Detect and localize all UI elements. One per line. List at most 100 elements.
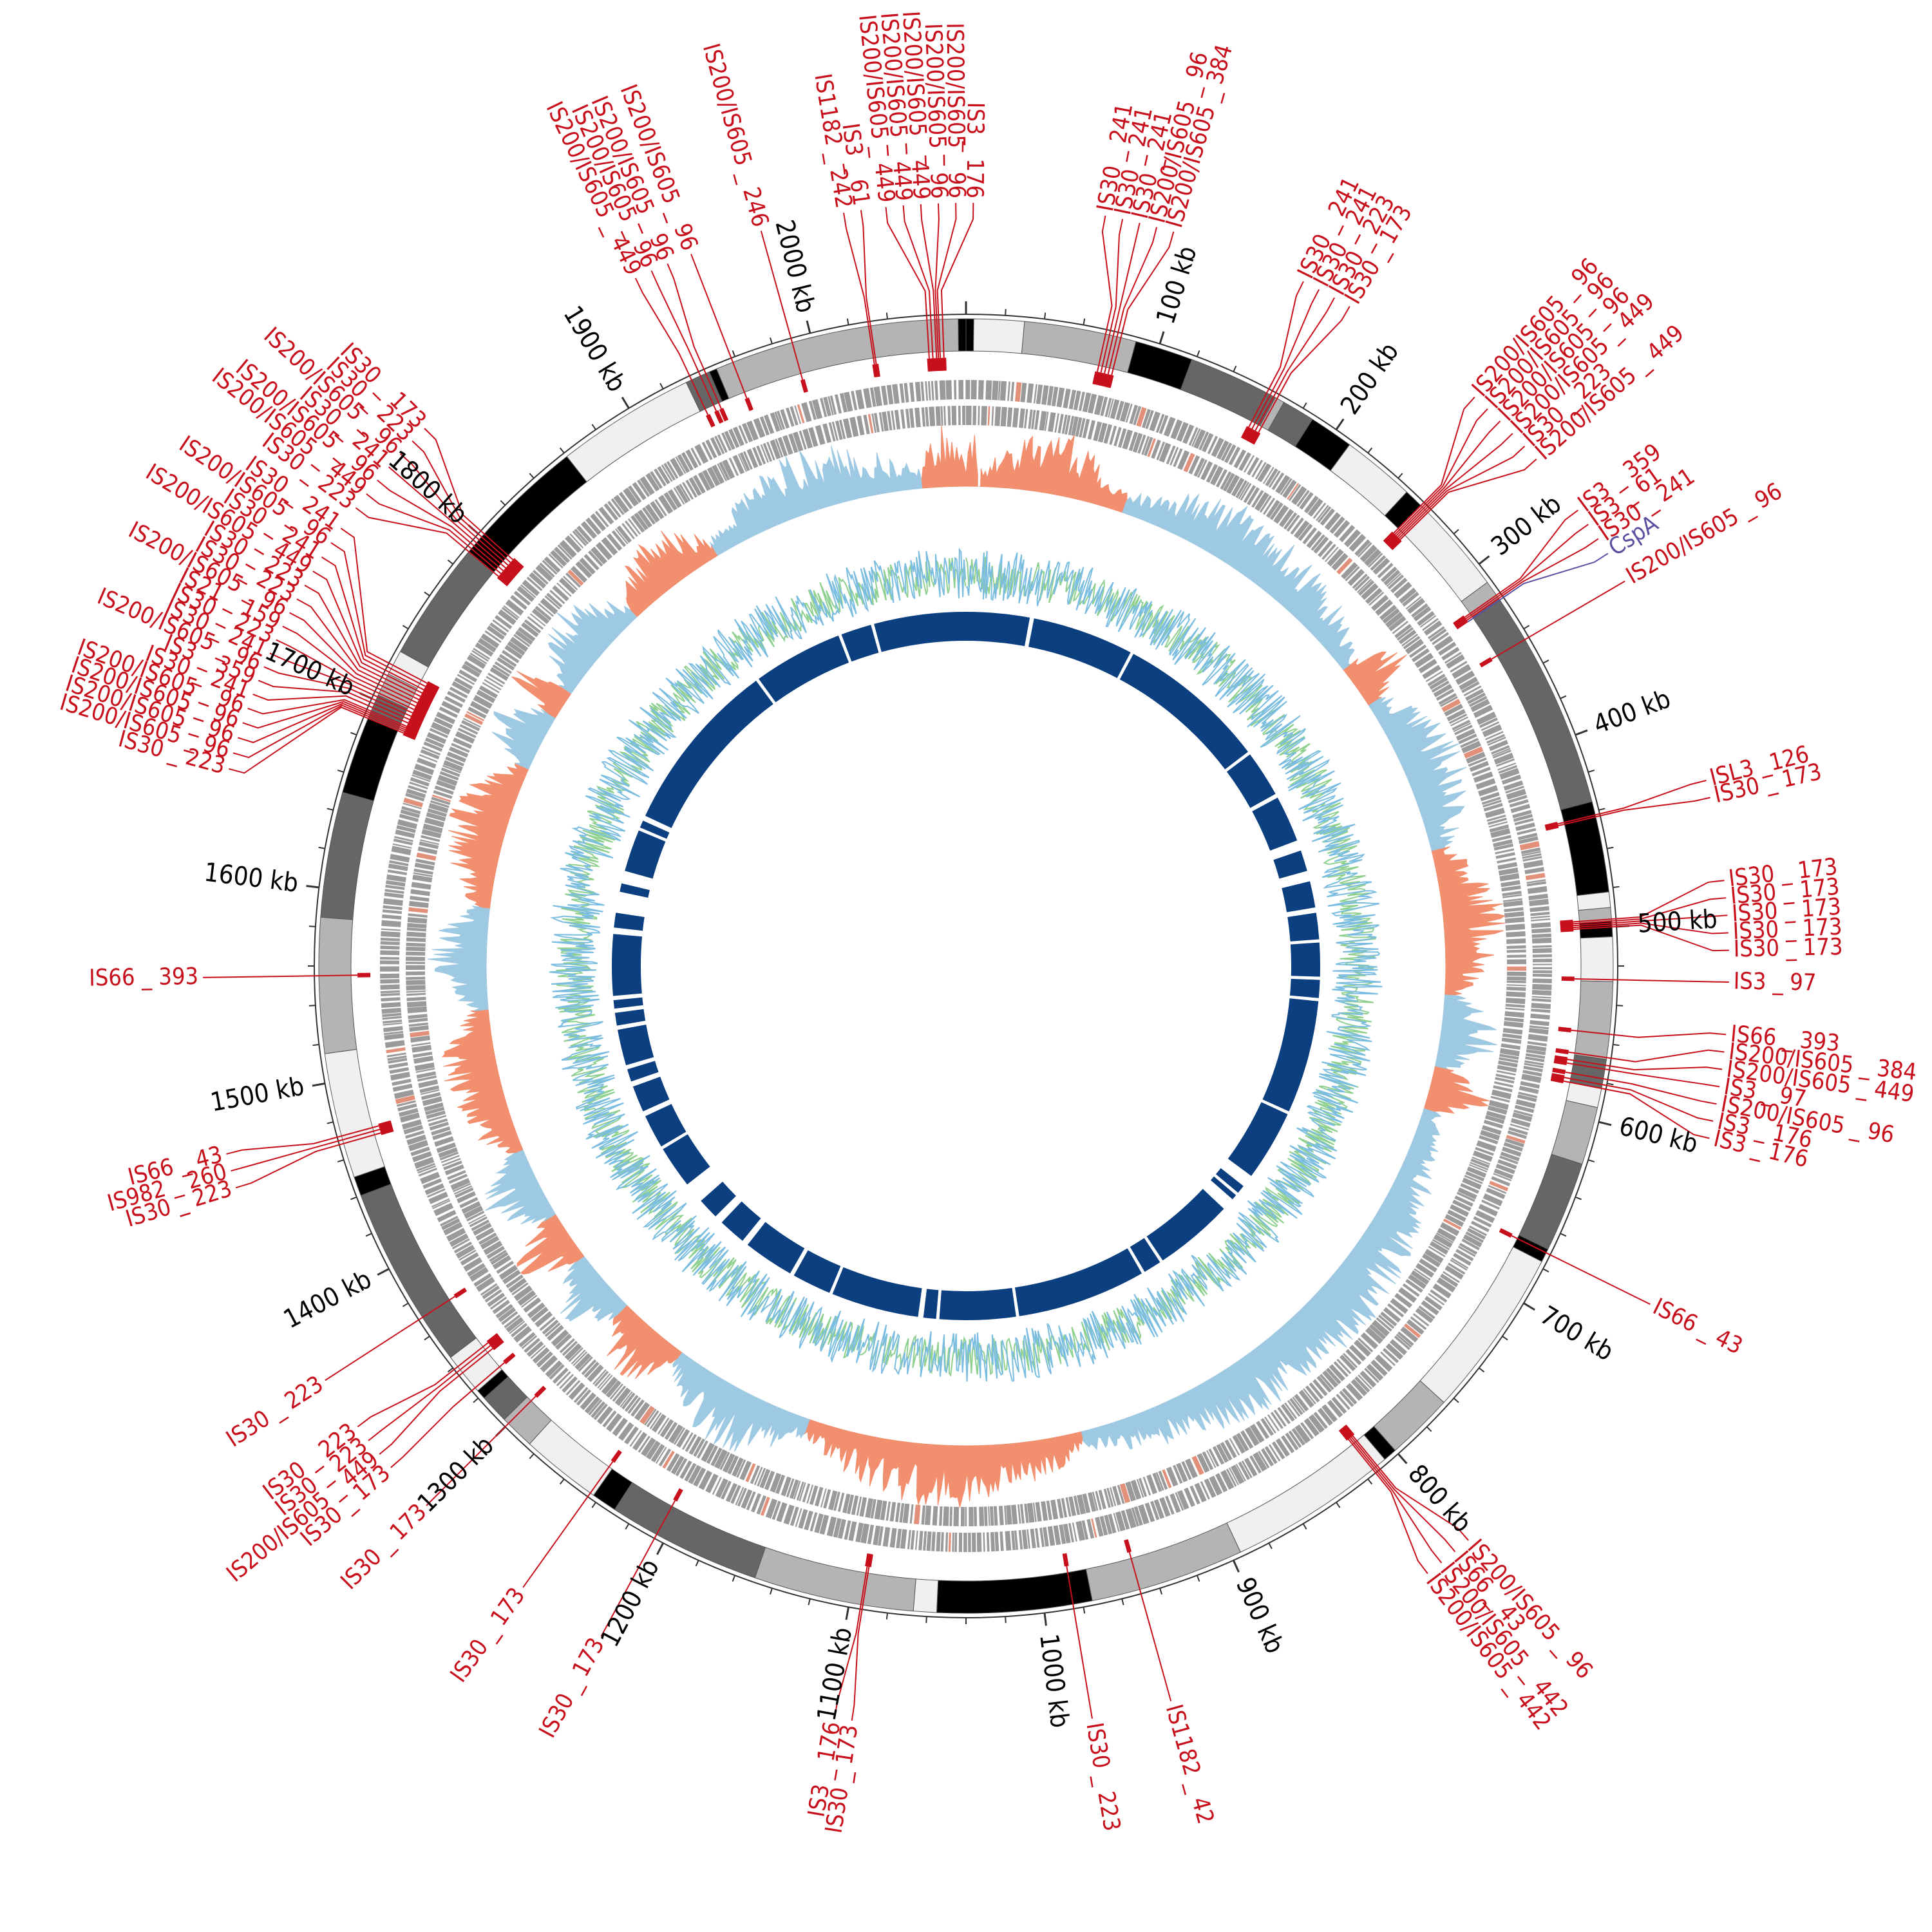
cds-feature (983, 1532, 985, 1552)
cds-feature (1460, 1183, 1479, 1194)
scale-tick-label: 1500 kb (208, 1072, 307, 1118)
cds-feature (1165, 1495, 1175, 1515)
leader-line (296, 598, 419, 701)
cds-feature (532, 1347, 550, 1364)
scale-tick (1233, 365, 1237, 372)
cds-feature (806, 1484, 814, 1504)
cds-feature (1320, 508, 1336, 526)
cds-feature (434, 785, 454, 795)
is-element-label: IS200/IS605 _ 96 (920, 23, 952, 199)
cds-feature (1490, 828, 1511, 838)
cds-feature (606, 1413, 623, 1432)
cds-feature (1447, 1209, 1466, 1222)
cds-feature (993, 1506, 998, 1526)
cds-feature (820, 397, 828, 417)
cds-feature (1496, 1070, 1516, 1076)
cds-feature (459, 1197, 478, 1209)
cds-feature (979, 1506, 985, 1526)
cds-feature (1053, 1525, 1061, 1546)
cds-feature (1046, 386, 1054, 406)
gc-skew-segment (511, 670, 572, 719)
cds-feature (569, 533, 584, 549)
cds-feature (1303, 495, 1319, 514)
cds-feature (390, 1072, 410, 1081)
scale-tick (1598, 808, 1605, 811)
cds-feature (594, 511, 609, 527)
cds-feature (1506, 1135, 1526, 1144)
cds-feature (407, 923, 427, 929)
cds-feature (1257, 463, 1272, 482)
cds-feature (1132, 433, 1143, 453)
gc-skew-segment (607, 1305, 683, 1379)
cds-feature (1263, 466, 1274, 484)
cds-feature (1087, 420, 1095, 440)
cds-feature (482, 682, 500, 694)
cds-feature (449, 687, 468, 699)
cds-feature (1438, 693, 1457, 705)
cds-feature (1247, 487, 1260, 506)
cds-feature (775, 1474, 786, 1494)
cds-feature (706, 466, 721, 487)
cds-feature (752, 447, 762, 466)
leader-line (247, 699, 407, 727)
cds-feature (1220, 1470, 1235, 1490)
cds-feature (1007, 407, 1013, 427)
cds-feature (1313, 1412, 1328, 1429)
cds-feature (679, 1460, 692, 1479)
cds-feature (974, 1506, 978, 1526)
cds-feature (777, 437, 788, 457)
cds-feature (1506, 945, 1526, 949)
cds-feature (455, 731, 475, 744)
cds-feature (405, 792, 425, 802)
cds-feature (1406, 1319, 1425, 1335)
cds-feature (1144, 1502, 1155, 1522)
cds-feature (1410, 1270, 1430, 1285)
leader-line (1563, 1080, 1710, 1139)
leader-line (833, 1566, 868, 1718)
cds-feature (1200, 460, 1213, 480)
cds-feature (565, 1379, 581, 1396)
cds-feature (428, 802, 449, 813)
cds-feature (1502, 1033, 1522, 1039)
cds-feature (675, 1458, 688, 1477)
cds-feature (449, 1233, 469, 1247)
contig-segment (1518, 1153, 1583, 1250)
leader-line (1251, 289, 1320, 430)
cds-feature (627, 1397, 641, 1414)
cds-feature (1498, 1060, 1518, 1068)
cds-feature (385, 884, 405, 890)
cds-feature (509, 636, 529, 652)
cds-feature (1152, 1472, 1162, 1492)
cds-feature (556, 582, 572, 597)
inner-block (625, 830, 666, 879)
cds-feature (1502, 1146, 1522, 1157)
cds-feature (1012, 408, 1019, 428)
cds-feature (1467, 692, 1486, 705)
cds-feature (924, 1505, 931, 1526)
cds-feature (1457, 1245, 1476, 1257)
cds-feature (435, 712, 456, 724)
cds-feature (1498, 764, 1518, 774)
cds-feature (492, 1255, 511, 1270)
cds-feature (1451, 1257, 1469, 1269)
cds-feature (1317, 506, 1332, 523)
cds-feature (822, 423, 831, 444)
cds-feature (1061, 414, 1068, 434)
cds-feature (1379, 604, 1397, 621)
cds-feature (1308, 1414, 1325, 1434)
cds-feature (815, 424, 826, 446)
cds-feature (1129, 404, 1139, 424)
scale-tick (1587, 769, 1595, 773)
cds-feature (1510, 804, 1531, 813)
cds-feature (598, 506, 614, 525)
cds-feature (728, 457, 739, 477)
cds-feature (1472, 1157, 1491, 1165)
cds-feature (535, 564, 553, 582)
cds-feature (506, 1274, 524, 1289)
cds-feature (630, 1399, 645, 1417)
cds-feature (596, 1406, 613, 1425)
cds-feature (722, 1453, 735, 1473)
cds-feature (670, 1455, 685, 1475)
cds-feature (663, 462, 676, 481)
cds-feature (559, 1374, 574, 1389)
